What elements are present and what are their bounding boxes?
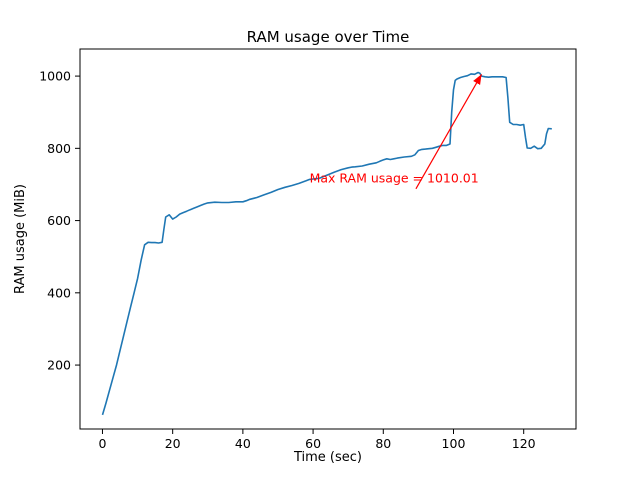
x-tick-label: 80 xyxy=(375,436,391,451)
x-tick-label: 120 xyxy=(512,436,536,451)
y-tick-label: 400 xyxy=(47,285,71,300)
x-tick-label: 40 xyxy=(235,436,251,451)
x-tick-label: 60 xyxy=(305,436,321,451)
annotation-label: Max RAM usage = 1010.01 xyxy=(310,170,479,185)
x-tick-label: 100 xyxy=(442,436,466,451)
x-axis-label: Time (sec) xyxy=(293,450,362,465)
x-tick-label: 0 xyxy=(98,436,106,451)
annotation-arrow xyxy=(415,73,483,190)
y-tick-label: 200 xyxy=(47,358,71,373)
x-tick-label: 20 xyxy=(165,436,181,451)
y-axis-ticks: 200 400 600 800 1000 xyxy=(39,69,80,373)
chart-line xyxy=(101,71,552,416)
y-tick-label: 1000 xyxy=(39,69,71,84)
chart-title: RAM usage over Time xyxy=(247,28,410,46)
y-axis-label: RAM usage (MiB) xyxy=(13,184,28,294)
y-tick-label: 600 xyxy=(47,213,71,228)
max-annotation: Max RAM usage = 1010.01 xyxy=(310,73,483,190)
y-tick-label: 800 xyxy=(47,141,71,156)
x-axis-ticks: 0 20 40 60 80 100 120 xyxy=(98,429,536,451)
plot-area xyxy=(79,48,577,430)
